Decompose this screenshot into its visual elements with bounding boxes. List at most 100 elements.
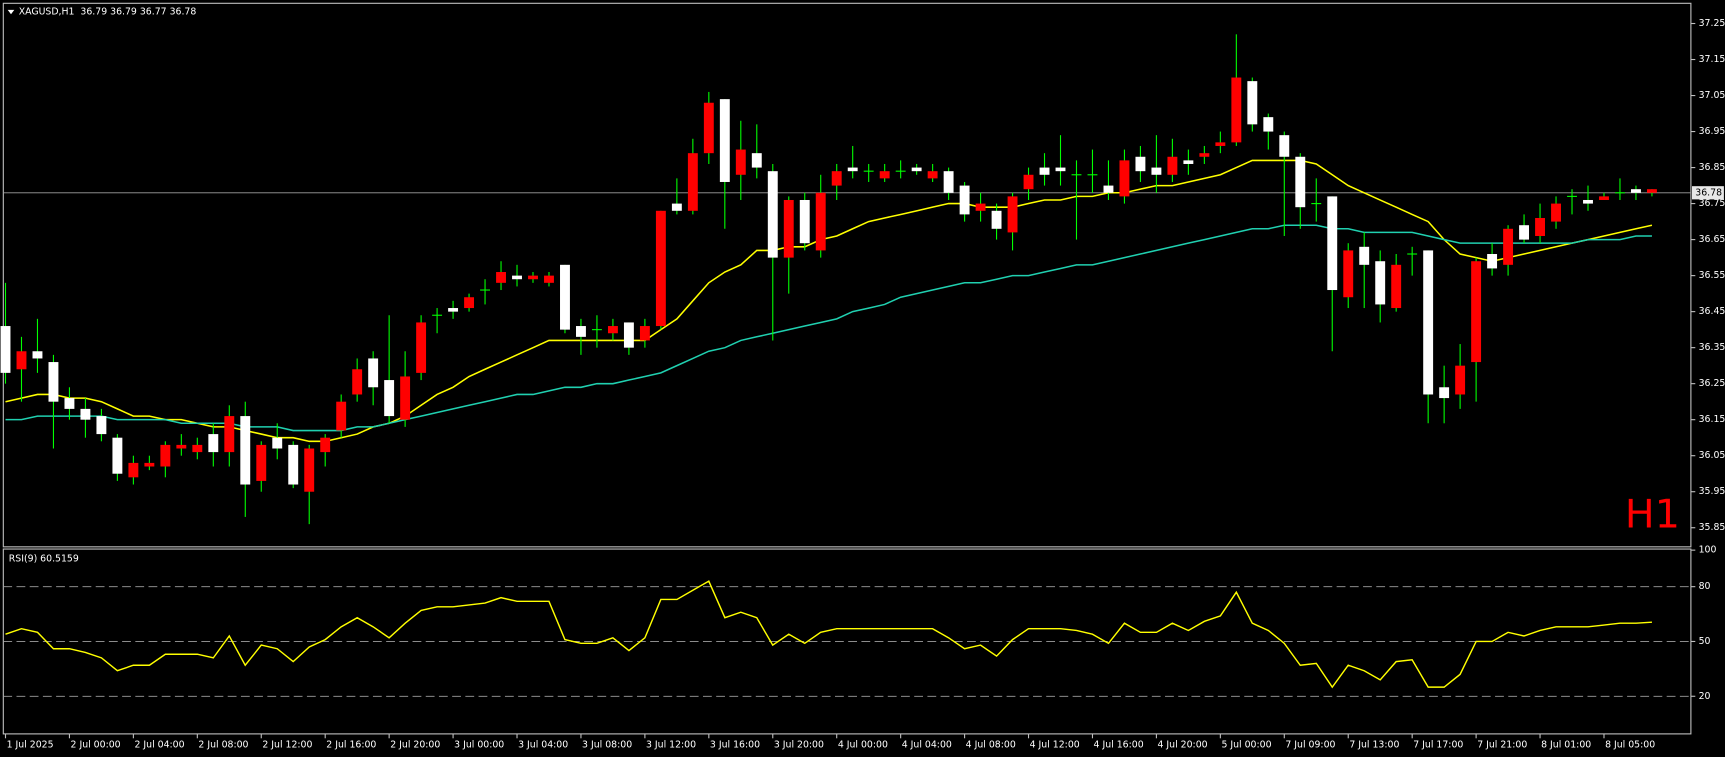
candle-body <box>1295 156 1306 208</box>
candle-body <box>831 171 842 186</box>
x-tick-label: 3 Jul 12:00 <box>646 739 696 750</box>
x-tick-label: 2 Jul 04:00 <box>134 739 184 750</box>
candle-body <box>799 199 810 244</box>
candle-body <box>416 322 427 373</box>
y-tick-label: 36.95 <box>1699 126 1725 137</box>
x-tick-label: 8 Jul 05:00 <box>1605 739 1655 750</box>
x-tick-label: 2 Jul 12:00 <box>262 739 312 750</box>
candle-body <box>176 444 187 449</box>
y-tick-label: 37.25 <box>1699 18 1725 29</box>
symbol-menu-arrow[interactable] <box>7 9 15 15</box>
candle-body <box>384 380 395 417</box>
candle-body <box>112 437 123 474</box>
main-panel-border <box>2 2 1692 548</box>
x-tick-label: 4 Jul 04:00 <box>902 739 952 750</box>
candle-body <box>767 171 778 258</box>
candle-body <box>671 203 682 211</box>
candle-body <box>192 444 203 453</box>
candle-body <box>639 326 650 341</box>
candle-body <box>1391 264 1402 309</box>
candle-body <box>128 462 139 478</box>
candle-body <box>320 437 331 453</box>
candle-body <box>655 210 666 327</box>
y-tick-label: 36.05 <box>1699 450 1725 461</box>
candle-body <box>751 153 762 168</box>
chart-title: XAGUSD,H1 36.79 36.79 36.77 36.78 <box>19 7 197 18</box>
y-tick-label: 36.35 <box>1699 342 1725 353</box>
candle-body <box>528 275 538 280</box>
x-tick-label: 3 Jul 08:00 <box>582 739 632 750</box>
candle-body <box>703 102 714 154</box>
candle-body <box>0 326 11 373</box>
candle-body <box>847 167 858 172</box>
candle-body <box>1135 156 1146 172</box>
candle-body <box>576 326 586 337</box>
x-tick-label: 7 Jul 21:00 <box>1477 739 1527 750</box>
candle-body <box>1119 160 1130 197</box>
x-tick-label: 3 Jul 00:00 <box>454 739 504 750</box>
candle-body <box>336 401 347 431</box>
candle-body <box>719 99 730 182</box>
candle-body <box>1103 185 1114 193</box>
last-price-label: 36.78 <box>1695 187 1722 198</box>
y-tick-label: 37.15 <box>1699 54 1725 65</box>
x-tick-label: 4 Jul 20:00 <box>1158 739 1208 750</box>
candle-body <box>1359 246 1370 265</box>
candle-body <box>48 362 59 402</box>
candle-body <box>1503 228 1514 265</box>
candle-body <box>1646 189 1657 193</box>
x-tick-label: 2 Jul 00:00 <box>71 739 121 750</box>
candle-body <box>1023 174 1034 190</box>
candle-body <box>1343 250 1354 298</box>
candle-body <box>80 408 91 420</box>
candle-body <box>1327 196 1338 291</box>
timeframe-watermark: H1 <box>1625 492 1680 538</box>
candle-body <box>512 275 522 280</box>
candle-body <box>1455 365 1466 395</box>
candle-body <box>783 199 794 258</box>
x-tick-label: 2 Jul 20:00 <box>390 739 440 750</box>
y-tick-label: 80 <box>1699 581 1711 592</box>
candle-body <box>544 275 554 283</box>
y-tick-label: 35.95 <box>1699 486 1725 497</box>
y-tick-label: 36.45 <box>1699 306 1725 317</box>
x-tick-label: 4 Jul 16:00 <box>1094 739 1144 750</box>
candle-body <box>1583 199 1593 204</box>
candle-body <box>96 416 107 435</box>
candle-body <box>687 153 698 211</box>
y-tick-label: 36.75 <box>1699 198 1725 209</box>
candle-body <box>1279 135 1290 157</box>
y-tick-label: 36.15 <box>1699 414 1725 425</box>
candle-body <box>1631 189 1641 193</box>
candle-body <box>1375 261 1386 305</box>
candle-body <box>16 351 27 370</box>
candle-body <box>1039 167 1050 175</box>
candle-body <box>496 272 506 283</box>
candle-body <box>959 185 970 215</box>
candle-body <box>1215 142 1226 146</box>
candle-body <box>1055 167 1066 172</box>
candle-body <box>943 171 954 193</box>
candle-body <box>1199 153 1210 157</box>
candle-body <box>975 203 986 211</box>
candle-body <box>1183 160 1194 164</box>
y-tick-label: 36.55 <box>1699 270 1725 281</box>
x-tick-label: 7 Jul 09:00 <box>1285 739 1335 750</box>
candle-body <box>224 416 235 453</box>
y-tick-label: 36.25 <box>1699 378 1725 389</box>
moving-average-line <box>5 159 1653 443</box>
candle-body <box>1551 203 1561 222</box>
x-tick-label: 3 Jul 16:00 <box>710 739 760 750</box>
candle-body <box>288 444 299 485</box>
candle-body <box>1487 254 1498 269</box>
candle-body <box>1263 117 1274 132</box>
y-tick-label: 20 <box>1699 691 1711 702</box>
candle-body <box>735 149 746 175</box>
x-tick-label: 2 Jul 16:00 <box>326 739 376 750</box>
candle-body <box>208 434 219 453</box>
candle-body <box>256 444 267 481</box>
x-tick-label: 1 Jul 2025 <box>7 739 54 750</box>
x-tick-label: 8 Jul 01:00 <box>1541 739 1591 750</box>
candle-body <box>464 297 475 309</box>
candle-body <box>144 462 155 467</box>
